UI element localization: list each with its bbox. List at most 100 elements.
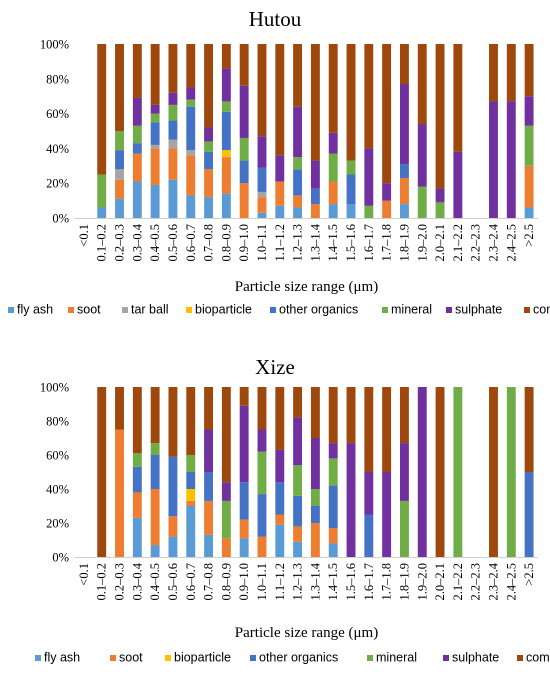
legend-label-mineral: mineral [391, 303, 432, 317]
legend-label-soot: soot [77, 303, 101, 317]
bar-segment-soot [132, 153, 142, 182]
bar-segment-mineral [168, 104, 178, 121]
bar-segment-tar-ball [186, 150, 196, 156]
bar-segment-tar-ball [257, 191, 267, 198]
bar-segment-tar-ball [115, 169, 124, 180]
bar-segment-other-organics [239, 160, 249, 184]
bar-segment-sulphate [310, 438, 320, 489]
x-tick-label: 0.9–1.0 [237, 563, 251, 601]
x-tick-label: 2.0–2.1 [433, 563, 447, 601]
y-tick-label: 100% [40, 381, 69, 395]
bar-segment-mineral [293, 157, 303, 170]
bar-segment-composite-particle [328, 44, 338, 133]
bar-segment-sulphate [275, 449, 285, 483]
bar-segment-sulphate [399, 84, 409, 165]
x-tick-label: <0.1 [77, 224, 91, 247]
bar-segment-mineral [506, 387, 516, 557]
bar-segment-mineral [328, 153, 338, 182]
bar-segment-composite-particle [257, 387, 267, 430]
bar-segment-mineral [364, 205, 374, 218]
bar-segment-sulphate [506, 101, 516, 218]
x-tick-label: 1.6–1.7 [362, 563, 376, 601]
legend-label-sulphate: sulphate [455, 303, 502, 317]
legend: fly ash soot bioparticle other organics mine… [35, 651, 550, 665]
bar-segment-sulphate [204, 127, 214, 142]
bar-segment-soot [204, 169, 214, 198]
bar-segment-bioparticle [221, 150, 231, 158]
bar-segment-composite-particle [489, 387, 498, 557]
bar-segment-sulphate [293, 417, 303, 466]
bar-segment-composite-particle [186, 387, 196, 455]
x-tick-label: 1.4–1.5 [326, 224, 340, 262]
bar-segment-fly-ash [168, 179, 178, 218]
bar-segment-fly-ash [168, 536, 178, 557]
x-tick-label: 0.7–0.8 [202, 563, 216, 601]
bar-segment-sulphate [489, 101, 498, 218]
bar-segment-mineral [435, 202, 445, 218]
x-tick-label: 0.6–0.7 [184, 224, 198, 262]
bar-segment-sulphate [453, 151, 463, 218]
legend-swatch-composite-particle [524, 307, 530, 313]
bar-segment-soot [239, 183, 249, 218]
bar-segment-other-organics [346, 174, 356, 205]
bar-segment-fly-ash [150, 545, 160, 557]
bar-segment-soot [328, 181, 338, 205]
bar-segment-composite-particle [221, 387, 231, 483]
x-tick-label: 1.2–1.3 [291, 563, 305, 601]
y-tick-label: 100% [40, 38, 69, 52]
bar-segment-fly-ash [150, 184, 160, 218]
bar-segment-soot [150, 489, 160, 546]
legend-label-bioparticle: bioparticle [174, 651, 231, 665]
x-axis-label: Particle size range (μm) [235, 279, 378, 295]
bar-segment-composite-particle [204, 387, 214, 430]
x-tick-label: 1.4–1.5 [326, 563, 340, 601]
bar-segment-fly-ash [399, 204, 409, 218]
chart-title: Hutou [249, 7, 302, 31]
bar-segment-fly-ash [328, 543, 338, 557]
bar-segment-composite-particle [221, 44, 231, 69]
x-tick-label: 0.1–0.2 [95, 224, 109, 262]
bar-segment-fly-ash [204, 534, 214, 557]
bar-segment-mineral [186, 455, 196, 472]
x-tick-label: 1.5–1.6 [344, 563, 358, 601]
bar-segment-sulphate [275, 155, 285, 182]
x-tick-label: 0.7–0.8 [202, 224, 216, 262]
bar-segment-other-organics [275, 482, 285, 515]
bar-segment-other-organics [310, 188, 320, 205]
x-tick-label: 1.6–1.7 [362, 224, 376, 262]
bar-segment-sulphate [417, 124, 427, 187]
bar-segment-mineral [150, 443, 160, 455]
legend-swatch-mineral [367, 655, 373, 661]
bar-segment-composite-particle [382, 44, 392, 184]
legend-swatch-mineral [382, 307, 388, 313]
bar-segment-soot [168, 148, 178, 180]
bar-segment-other-organics [204, 151, 214, 170]
bar-segment-composite-particle [150, 387, 160, 444]
bar-segment-other-organics [150, 122, 160, 145]
legend-swatch-bioparticle [165, 655, 171, 661]
legend-swatch-soot [110, 655, 116, 661]
bar-segment-sulphate [239, 405, 249, 483]
bar-segment-mineral [239, 137, 249, 161]
bar-segment-mineral [257, 451, 267, 495]
bar-segment-other-organics [186, 472, 196, 489]
bar-segment-composite-particle [115, 387, 124, 430]
x-tick-label: 2.0–2.1 [433, 224, 447, 262]
bar-segment-composite-particle [97, 44, 107, 175]
bar-segment-other-organics [168, 456, 178, 517]
bar-segment-fly-ash [186, 506, 196, 557]
bar-segment-composite-particle [186, 44, 196, 88]
bar-segment-sulphate [150, 104, 160, 114]
bar-segment-soot [204, 500, 214, 535]
bar-segment-composite-particle [346, 387, 356, 444]
bar-segment-fly-ash [97, 207, 107, 218]
chart-title: Xize [255, 355, 295, 379]
bar-segment-composite-particle [435, 44, 445, 189]
bar-segment-other-organics [310, 506, 320, 523]
legend-label-composite-particle: composite particle [533, 303, 550, 317]
bar-segment-composite-particle [310, 387, 320, 438]
bar-segment-sulphate [417, 387, 427, 557]
x-tick-label: 0.2–0.3 [113, 224, 127, 262]
bar-segment-sulphate [328, 132, 338, 154]
